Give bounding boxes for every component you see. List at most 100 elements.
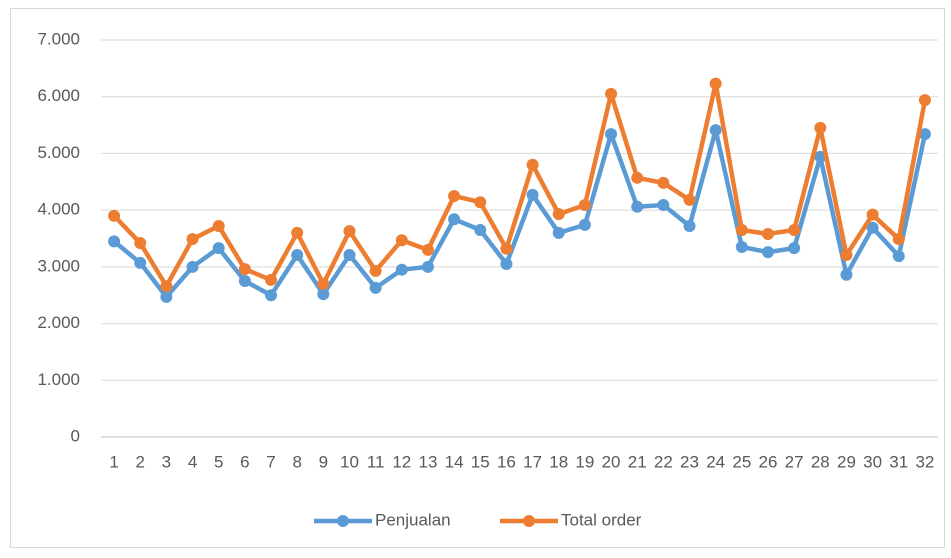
x-tick-label: 30 (863, 452, 882, 471)
point-marker (840, 248, 853, 261)
x-tick-label: 25 (732, 452, 751, 471)
point-marker (369, 264, 382, 277)
point-marker (291, 226, 304, 239)
x-tick-label: 28 (811, 452, 830, 471)
x-tick-label: 6 (240, 452, 249, 471)
point-marker (788, 223, 801, 236)
point-marker (265, 273, 278, 286)
point-marker (788, 242, 801, 255)
legend-label: Total order (561, 510, 642, 529)
point-marker (892, 250, 905, 263)
point-marker (186, 260, 199, 273)
x-tick-label: 5 (214, 452, 223, 471)
y-tick-label: 5.000 (37, 143, 80, 162)
point-marker (683, 193, 696, 206)
point-marker (291, 248, 304, 261)
point-marker (448, 213, 461, 226)
point-marker (657, 176, 670, 189)
point-marker (317, 288, 330, 301)
y-tick-label: 7.000 (37, 29, 80, 48)
y-tick-label: 6.000 (37, 86, 80, 105)
y-tick-label: 4.000 (37, 200, 80, 219)
point-marker (134, 237, 147, 250)
x-tick-label: 22 (654, 452, 673, 471)
x-tick-label: 19 (575, 452, 594, 471)
point-marker (578, 199, 591, 212)
point-marker (918, 94, 931, 107)
point-marker (735, 223, 748, 236)
x-tick-label: 18 (549, 452, 568, 471)
x-tick-label: 31 (889, 452, 908, 471)
point-marker (186, 233, 199, 246)
point-marker (343, 225, 356, 238)
x-tick-label: 27 (785, 452, 804, 471)
y-tick-label: 1.000 (37, 370, 80, 389)
x-tick-label: 7 (266, 452, 275, 471)
x-tick-label: 20 (602, 452, 621, 471)
point-marker (892, 233, 905, 246)
point-marker (709, 124, 722, 137)
y-tick-label: 0 (71, 426, 80, 445)
point-marker (631, 171, 644, 184)
point-marker (709, 77, 722, 90)
point-marker (448, 189, 461, 202)
point-marker (814, 121, 827, 134)
y-tick-label: 2.000 (37, 313, 80, 332)
point-marker (500, 242, 513, 255)
point-marker (421, 243, 434, 256)
point-marker (605, 128, 618, 141)
x-tick-label: 26 (759, 452, 778, 471)
x-tick-label: 23 (680, 452, 699, 471)
x-tick-label: 9 (319, 452, 328, 471)
point-marker (814, 150, 827, 163)
point-marker (474, 223, 487, 236)
point-marker (761, 227, 774, 240)
point-marker (134, 256, 147, 269)
x-tick-label: 29 (837, 452, 856, 471)
x-tick-label: 16 (497, 452, 516, 471)
point-marker (866, 208, 879, 221)
point-marker (160, 290, 173, 303)
point-marker (840, 268, 853, 281)
x-tick-label: 10 (340, 452, 359, 471)
legend-label: Penjualan (375, 510, 451, 529)
point-marker (238, 275, 251, 288)
x-tick-label: 15 (471, 452, 490, 471)
point-marker (761, 246, 774, 259)
x-tick-label: 14 (445, 452, 464, 471)
x-tick-label: 13 (418, 452, 437, 471)
point-marker (631, 200, 644, 213)
point-marker (343, 248, 356, 261)
point-marker (395, 263, 408, 276)
point-marker (108, 209, 121, 222)
point-marker (212, 220, 225, 233)
y-tick-label: 3.000 (37, 256, 80, 275)
point-marker (657, 199, 670, 212)
point-marker (317, 277, 330, 290)
point-marker (918, 128, 931, 141)
chart-frame (10, 8, 945, 548)
point-marker (500, 258, 513, 271)
point-marker (421, 260, 434, 273)
point-marker (735, 241, 748, 254)
x-tick-label: 24 (706, 452, 725, 471)
point-marker (474, 196, 487, 209)
point-marker (160, 280, 173, 293)
point-marker (238, 263, 251, 276)
point-marker (552, 226, 565, 239)
point-marker (683, 220, 696, 233)
x-tick-label: 2 (136, 452, 145, 471)
point-marker (526, 158, 539, 171)
point-marker (526, 188, 539, 201)
point-marker (552, 208, 565, 221)
point-marker (265, 289, 278, 302)
x-tick-label: 1 (109, 452, 118, 471)
x-tick-label: 8 (292, 452, 301, 471)
point-marker (395, 234, 408, 247)
x-tick-label: 3 (162, 452, 171, 471)
x-tick-label: 32 (915, 452, 934, 471)
point-marker (369, 281, 382, 294)
point-marker (108, 235, 121, 248)
point-marker (866, 221, 879, 234)
